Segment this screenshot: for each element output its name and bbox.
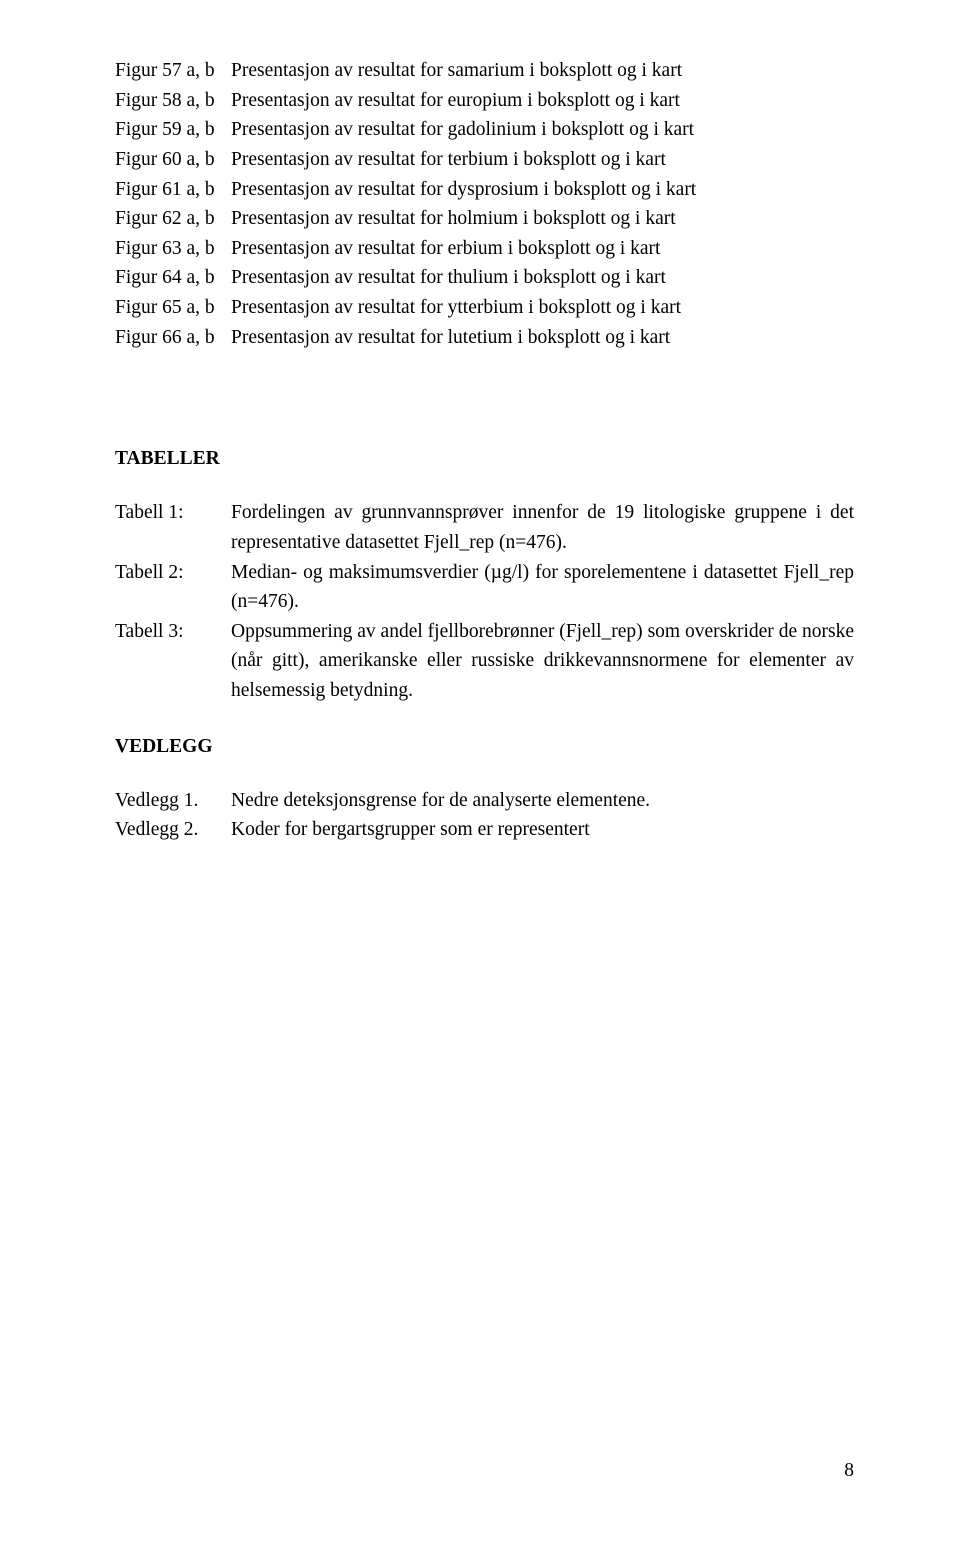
figure-row: Figur 62 a, b Presentasjon av resultat f…: [115, 204, 854, 234]
figure-row: Figur 61 a, b Presentasjon av resultat f…: [115, 175, 854, 205]
vedlegg-desc: Nedre deteksjonsgrense for de analyserte…: [231, 786, 854, 816]
vedlegg-row: Vedlegg 2. Koder for bergartsgrupper som…: [115, 815, 854, 845]
figure-desc: Presentasjon av resultat for erbium i bo…: [231, 234, 854, 264]
vedlegg-heading: VEDLEGG: [115, 736, 854, 758]
figure-desc: Presentasjon av resultat for thulium i b…: [231, 263, 854, 293]
figure-row: Figur 64 a, b Presentasjon av resultat f…: [115, 263, 854, 293]
tabell-desc: Median- og maksimumsverdier (µg/l) for s…: [231, 558, 854, 617]
figure-desc: Presentasjon av resultat for holmium i b…: [231, 204, 854, 234]
vedlegg-list: Vedlegg 1. Nedre deteksjonsgrense for de…: [115, 786, 854, 845]
vedlegg-desc: Koder for bergartsgrupper som er represe…: [231, 815, 854, 845]
figure-label: Figur 61 a, b: [115, 175, 231, 205]
figure-desc: Presentasjon av resultat for lutetium i …: [231, 323, 854, 353]
figure-row: Figur 59 a, b Presentasjon av resultat f…: [115, 115, 854, 145]
page-number: 8: [844, 1460, 854, 1482]
figure-label: Figur 65 a, b: [115, 293, 231, 323]
tabell-label: Tabell 1:: [115, 498, 231, 557]
figure-list: Figur 57 a, b Presentasjon av resultat f…: [115, 56, 854, 352]
tabell-row: Tabell 3: Oppsummering av andel fjellbor…: [115, 617, 854, 706]
figure-desc: Presentasjon av resultat for samarium i …: [231, 56, 854, 86]
figure-label: Figur 63 a, b: [115, 234, 231, 264]
figure-desc: Presentasjon av resultat for europium i …: [231, 86, 854, 116]
tabell-row: Tabell 2: Median- og maksimumsverdier (µ…: [115, 558, 854, 617]
tabell-desc: Fordelingen av grunnvannsprøver innenfor…: [231, 498, 854, 557]
figure-label: Figur 59 a, b: [115, 115, 231, 145]
vedlegg-label: Vedlegg 2.: [115, 815, 231, 845]
figure-desc: Presentasjon av resultat for terbium i b…: [231, 145, 854, 175]
figure-label: Figur 57 a, b: [115, 56, 231, 86]
figure-label: Figur 58 a, b: [115, 86, 231, 116]
figure-label: Figur 66 a, b: [115, 323, 231, 353]
figure-desc: Presentasjon av resultat for dysprosium …: [231, 175, 854, 205]
figure-row: Figur 58 a, b Presentasjon av resultat f…: [115, 86, 854, 116]
figure-row: Figur 57 a, b Presentasjon av resultat f…: [115, 56, 854, 86]
tabell-desc: Oppsummering av andel fjellborebrønner (…: [231, 617, 854, 706]
tabell-row: Tabell 1: Fordelingen av grunnvannsprøve…: [115, 498, 854, 557]
figure-label: Figur 64 a, b: [115, 263, 231, 293]
figure-label: Figur 60 a, b: [115, 145, 231, 175]
figure-desc: Presentasjon av resultat for gadolinium …: [231, 115, 854, 145]
figure-row: Figur 60 a, b Presentasjon av resultat f…: [115, 145, 854, 175]
vedlegg-row: Vedlegg 1. Nedre deteksjonsgrense for de…: [115, 786, 854, 816]
tabell-label: Tabell 3:: [115, 617, 231, 706]
figure-row: Figur 66 a, b Presentasjon av resultat f…: [115, 323, 854, 353]
figure-row: Figur 63 a, b Presentasjon av resultat f…: [115, 234, 854, 264]
tabell-list: Tabell 1: Fordelingen av grunnvannsprøve…: [115, 498, 854, 705]
tabeller-heading: TABELLER: [115, 448, 854, 470]
figure-desc: Presentasjon av resultat for ytterbium i…: [231, 293, 854, 323]
vedlegg-label: Vedlegg 1.: [115, 786, 231, 816]
figure-label: Figur 62 a, b: [115, 204, 231, 234]
tabell-label: Tabell 2:: [115, 558, 231, 617]
figure-row: Figur 65 a, b Presentasjon av resultat f…: [115, 293, 854, 323]
